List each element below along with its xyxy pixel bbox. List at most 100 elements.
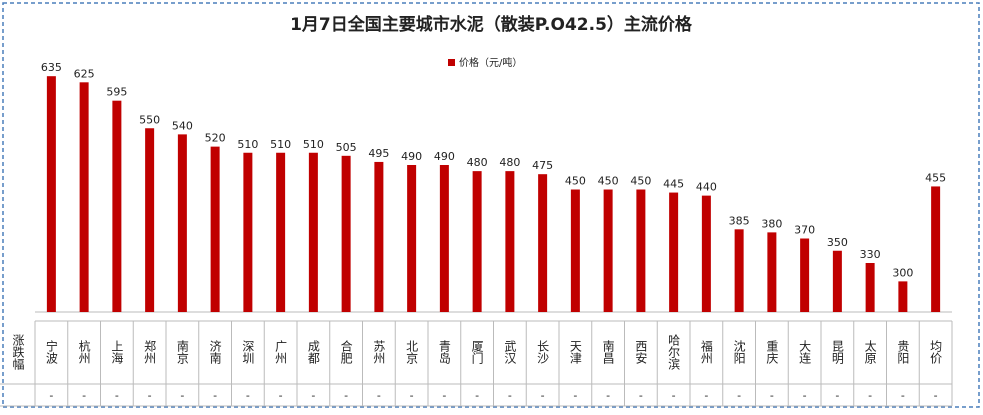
category-label: 太原 [863, 339, 877, 364]
bar [308, 152, 318, 312]
data-label: 475 [532, 159, 553, 172]
bar [800, 238, 810, 312]
bar [898, 281, 908, 312]
change-value: - [639, 389, 643, 402]
bar [112, 100, 122, 312]
data-label: 510 [237, 138, 258, 151]
change-value: - [737, 389, 741, 402]
change-value: - [279, 389, 283, 402]
data-label: 380 [761, 217, 782, 230]
change-value: - [377, 389, 381, 402]
change-value: - [246, 389, 250, 402]
change-value: - [115, 389, 119, 402]
bar [145, 128, 155, 312]
bar [472, 171, 482, 312]
bar [767, 232, 777, 312]
category-label: 上海 [110, 340, 124, 364]
category-label: 福州 [699, 339, 713, 364]
bar [832, 250, 842, 312]
bar [734, 229, 744, 312]
category-label: 宁波 [44, 339, 58, 365]
change-value: - [934, 389, 938, 402]
category-label: 苏州 [372, 340, 386, 364]
data-label: 505 [336, 141, 357, 154]
change-value: - [442, 389, 446, 402]
data-label: 510 [303, 138, 324, 151]
change-value: - [213, 389, 217, 402]
bar [243, 152, 253, 312]
data-label: 450 [630, 175, 651, 188]
change-value: - [901, 389, 905, 402]
change-value: - [49, 389, 53, 402]
category-label: 广州 [274, 340, 288, 364]
data-label: 330 [860, 248, 881, 261]
data-label: 480 [467, 156, 488, 169]
category-label: 武汉 [503, 340, 517, 364]
change-value: - [672, 389, 676, 402]
change-value: - [573, 389, 577, 402]
category-label: 长沙 [536, 340, 550, 364]
data-label: 490 [434, 150, 455, 163]
category-label: 均价 [929, 340, 943, 364]
category-label: 贵阳 [896, 340, 910, 364]
data-label: 455 [925, 171, 946, 184]
change-value: - [835, 389, 839, 402]
category-label: 合肥 [339, 339, 353, 364]
change-value: - [803, 389, 807, 402]
data-label: 480 [499, 156, 520, 169]
data-label: 510 [270, 138, 291, 151]
category-label: 大连 [798, 340, 812, 365]
bar [407, 165, 417, 312]
chart-title: 1月7日全国主要城市水泥（散装P.O42.5）主流价格 [290, 14, 693, 35]
legend-swatch [448, 59, 455, 66]
bar [177, 134, 187, 312]
change-value: - [606, 389, 610, 402]
category-label: 郑州 [143, 339, 157, 364]
change-value: - [475, 389, 479, 402]
bar [701, 195, 711, 312]
category-label: 沈阳 [732, 339, 746, 364]
change-value: - [541, 389, 545, 402]
category-label: 天津 [568, 340, 582, 364]
category-label: 重庆 [765, 340, 779, 364]
change-value: - [508, 389, 512, 402]
change-header: 涨跌幅 [11, 333, 25, 371]
data-label: 540 [172, 119, 193, 132]
data-label: 300 [892, 266, 913, 279]
change-value: - [868, 389, 872, 402]
data-label: 625 [74, 67, 95, 80]
bar [439, 165, 449, 312]
category-label: 西安 [634, 340, 648, 364]
data-label: 490 [401, 150, 422, 163]
data-label: 370 [794, 224, 815, 237]
change-value: - [704, 389, 708, 402]
bar [46, 76, 56, 312]
change-value: - [344, 389, 348, 402]
category-label: 厦门 [470, 340, 484, 364]
change-value: - [148, 389, 152, 402]
category-label: 南京 [175, 339, 189, 365]
change-value: - [180, 389, 184, 402]
data-label: 385 [729, 214, 750, 227]
bar [603, 189, 613, 312]
bar [341, 155, 351, 312]
category-label: 深圳 [241, 340, 255, 364]
data-label: 520 [205, 132, 226, 145]
data-label: 635 [41, 61, 62, 74]
bar [669, 192, 679, 312]
change-value: - [770, 389, 774, 402]
bar [865, 263, 875, 312]
category-label: 昆明 [830, 340, 844, 365]
category-label: 哈尔滨 [667, 334, 681, 370]
data-label: 445 [663, 178, 684, 191]
category-label: 杭州 [77, 339, 91, 364]
bar [636, 189, 646, 312]
category-label: 青岛 [437, 340, 451, 365]
category-label: 济南 [208, 339, 222, 364]
change-value: - [410, 389, 414, 402]
data-label: 550 [139, 113, 160, 126]
bar [79, 82, 89, 312]
category-label: 成都 [306, 340, 320, 364]
change-value: - [82, 389, 86, 402]
